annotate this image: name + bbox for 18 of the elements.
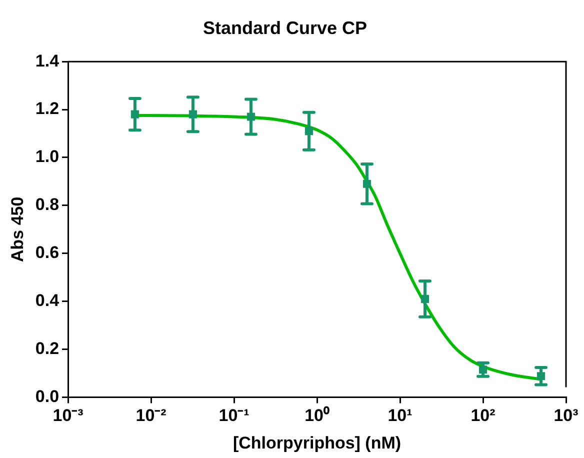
x-tick-label: 10⁻¹ [218,406,250,426]
x-tick-label: 10² [470,406,496,426]
x-tick-label: 10⁻³ [52,406,84,426]
x-tick-label: 10³ [554,406,579,426]
y-tick-label: 0.0 [35,386,60,406]
y-tick-label: 0.8 [35,195,60,214]
y-axis-title: Abs 450 [8,196,27,262]
x-tick-label: 10¹ [388,406,413,426]
y-tick-label: 1.0 [35,147,60,166]
y-tick-label: 0.4 [35,291,60,310]
x-tick-label: 10⁰ [304,406,330,426]
x-tick-label: 10⁻² [136,406,167,426]
y-tick-label: 1.4 [35,51,60,70]
y-tick-label: 0.6 [35,243,60,262]
y-tick-label: 1.2 [35,99,60,118]
y-tick-label: 0.2 [35,338,60,358]
chart-title: Standard Curve CP [202,18,368,38]
x-axis-title: [Chlorpyriphos] (nM) [232,433,402,452]
